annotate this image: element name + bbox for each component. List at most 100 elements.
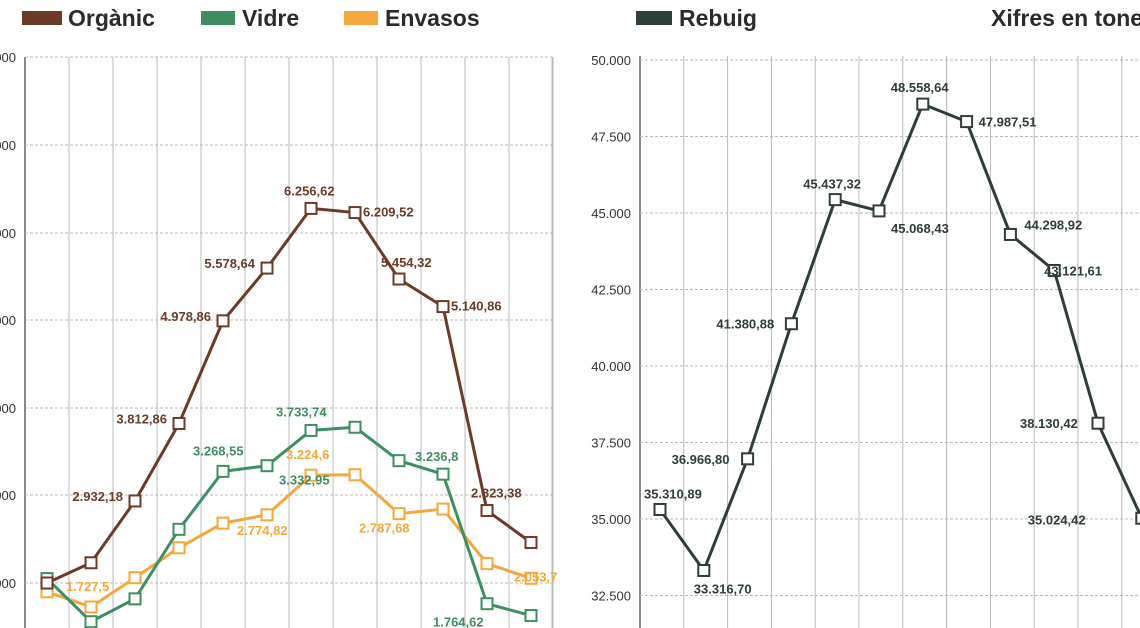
data-point-marker: [392, 272, 406, 286]
data-point-marker: [653, 502, 667, 516]
right-y-tick-label: 47.500: [591, 130, 631, 145]
data-point-marker: [524, 571, 538, 585]
data-label: 35.310,89: [644, 486, 702, 501]
data-label: 6.209,52: [363, 205, 414, 220]
data-label: 3.812,86: [116, 411, 167, 426]
legend-label-vidre: Vidre: [242, 5, 299, 31]
data-point-marker: [260, 459, 274, 473]
data-label: 43.121,61: [1044, 263, 1102, 278]
data-label: 38.130,42: [1020, 416, 1078, 431]
legend-swatch-organic: [22, 11, 62, 25]
left-chart: Orgànic Vidre Envasos 000 000 000 000 000 000…: [0, 5, 557, 628]
left-y-tick-label: 000: [0, 226, 16, 241]
data-point-marker: [40, 576, 54, 590]
data-label: 33.316,70: [694, 582, 752, 597]
data-label: 5.140,86: [451, 299, 502, 314]
data-point-marker: [84, 615, 98, 628]
data-point-marker: [828, 193, 842, 207]
series-line-orgànic: [46, 206, 532, 585]
data-label: 3.268,55: [193, 443, 244, 458]
data-point-marker: [741, 452, 755, 466]
right-y-tick-label: 40.000: [591, 359, 631, 374]
data-point-marker: [916, 97, 930, 111]
data-label: 3.332,95: [279, 473, 330, 488]
data-point-marker: [128, 571, 142, 585]
data-label: 4.978,86: [160, 309, 211, 324]
data-point-marker: [480, 504, 494, 518]
data-point-marker: [480, 597, 494, 611]
data-point-marker: [128, 494, 142, 508]
data-point-marker: [392, 507, 406, 521]
data-label: 35.024,42: [1028, 512, 1086, 527]
data-label: 2.823,38: [471, 486, 522, 501]
data-point-marker: [872, 204, 886, 218]
data-point-marker: [1003, 227, 1017, 241]
data-point-marker: [480, 557, 494, 571]
data-point-marker: [436, 502, 450, 516]
data-point-marker: [1135, 511, 1140, 525]
data-label: 3.236,8: [415, 449, 458, 464]
chart-title: Xifres en tone: [991, 5, 1140, 31]
data-point-marker: [172, 416, 186, 430]
data-point-marker: [216, 516, 230, 530]
right-y-tick-label: 50.000: [591, 53, 631, 68]
right-gridlines: [639, 56, 1140, 628]
data-point-marker: [960, 115, 974, 129]
left-y-tick-label: 000: [0, 576, 16, 591]
data-point-marker: [216, 464, 230, 478]
legend-swatch-rebuig: [636, 11, 672, 25]
data-label: 2.774,82: [237, 523, 288, 538]
left-series-lines: [45, 206, 532, 624]
legend-label-organic: Orgànic: [68, 5, 155, 31]
data-label: 45.068,43: [891, 221, 949, 236]
right-y-tick-labels: 50.000 47.500 45.000 42.500 40.000 37.500 35.0…: [591, 53, 631, 604]
data-label: 1.764,62: [433, 615, 484, 628]
data-point-marker: [348, 206, 362, 220]
data-point-marker: [524, 536, 538, 550]
left-y-tick-label: 000: [0, 138, 16, 153]
left-y-tick-label: 000: [0, 401, 16, 416]
data-point-marker: [304, 201, 318, 215]
data-label: 48.558,64: [891, 80, 950, 95]
data-label: 47.987,51: [979, 115, 1037, 130]
right-y-tick-label: 32.500: [591, 589, 631, 604]
series-line-rebuig: [658, 102, 1140, 573]
legend-label-envasos: Envasos: [385, 5, 480, 31]
left-data-labels: 2.932,18 3.812,86 4.978,86 5.578,64 6.256,62…: [66, 183, 557, 628]
data-point-marker: [436, 467, 450, 481]
data-point-marker: [304, 423, 318, 437]
right-chart: Rebuig Xifres en tone 50.000 47.500 45.000…: [591, 5, 1140, 628]
left-y-tick-label: 000: [0, 50, 16, 65]
series-line-vidre: [45, 425, 532, 624]
data-label: 2.787,68: [359, 521, 410, 536]
legend-swatch-vidre: [201, 11, 235, 25]
left-y-tick-labels: 000 000 000 000 000 000 000: [0, 50, 16, 591]
data-point-marker: [128, 592, 142, 606]
data-label: 5.454,32: [381, 255, 432, 270]
data-point-marker: [348, 420, 362, 434]
left-y-tick-label: 000: [0, 488, 16, 503]
data-point-marker: [260, 261, 274, 275]
data-label: 3.733,74: [276, 404, 327, 419]
legend-label-rebuig: Rebuig: [679, 5, 757, 31]
right-y-tick-label: 42.500: [591, 283, 631, 298]
data-point-marker: [216, 314, 230, 328]
right-y-tick-label: 37.500: [591, 436, 631, 451]
right-y-tick-label: 45.000: [591, 206, 631, 221]
data-label: 36.966,80: [672, 452, 730, 467]
data-point-marker: [1091, 416, 1105, 430]
data-point-marker: [172, 522, 186, 536]
data-label: 45.437,32: [803, 177, 861, 192]
data-label: 41.380,88: [716, 317, 774, 332]
series-line-envasos: [46, 473, 532, 609]
data-point-marker: [1047, 263, 1061, 277]
data-point-marker: [348, 468, 362, 482]
data-label: 2.053,7: [514, 569, 557, 584]
right-y-tick-label: 35.000: [591, 512, 631, 527]
data-label: 2.932,18: [72, 489, 123, 504]
right-series-markers: [653, 97, 1140, 578]
data-point-marker: [697, 564, 711, 578]
data-label: 1.727,5: [66, 579, 109, 594]
left-gridlines: [24, 56, 554, 628]
